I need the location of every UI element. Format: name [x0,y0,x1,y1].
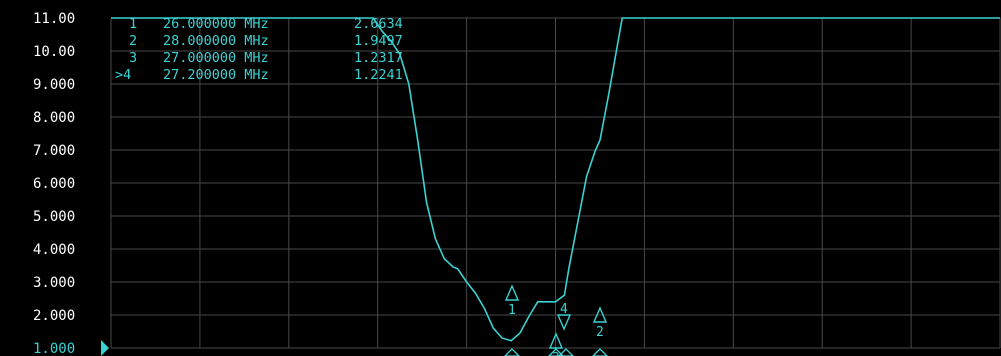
y-tick-label: 10.00 [33,44,75,60]
marker-row-id: 3 [129,50,137,66]
marker-row-frequency: 27.000000 MHz [163,50,269,66]
marker-baseline-icon [558,348,574,356]
trace-area [111,17,1000,342]
marker-row-frequency: 27.200000 MHz [163,67,269,83]
marker-row-value: 1.9497 [354,33,403,49]
marker-baseline-icon [504,348,520,356]
marker-row-3: 3 27.000000 MHz 1.2317 [129,50,403,66]
marker-row-frequency: 26.000000 MHz [163,16,269,32]
grid [110,17,1001,349]
y-tick-label: 7.000 [33,143,75,159]
marker-row-id: 1 [129,16,137,32]
y-tick-label: 8.000 [33,110,75,126]
swr-trace [111,17,1000,342]
y-tick-label: 5.000 [33,209,75,225]
y-tick-label: 9.000 [33,77,75,93]
reference-arrow-icon [101,340,109,356]
y-tick-label: 11.00 [33,11,75,27]
marker-row-value: 2.6634 [354,16,403,32]
y-axis-ticks: 11.00 10.00 9.000 8.000 7.000 6.000 5.000 4.000… [33,11,75,356]
marker-triangle-up-icon [592,306,608,323]
marker-row-value: 1.2241 [354,67,403,83]
marker-row-4: >4 27.200000 MHz 1.2241 [115,67,403,83]
marker-4[interactable]: 4 [556,302,572,331]
marker-readout-table: 1 26.000000 MHz 2.6634 2 28.000000 MHz 1.9497… [115,16,403,83]
marker-3[interactable]: 3 [548,332,564,356]
marker-indicators: 1 2 3 4 [504,284,608,356]
marker-id-label: 1 [508,303,516,318]
marker-id-label: 4 [560,302,568,317]
reference-level [101,340,109,356]
y-tick-label: 6.000 [33,176,75,192]
marker-row-frequency: 28.000000 MHz [163,33,269,49]
y-tick-label: 2.000 [33,308,75,324]
marker-id-label: 3 [552,351,560,356]
y-tick-label: 1.000 [33,341,75,356]
marker-triangle-down-icon [556,314,572,331]
marker-triangle-up-icon [548,332,564,349]
marker-2[interactable]: 2 [592,306,608,340]
marker-row-2: 2 28.000000 MHz 1.9497 [129,33,403,49]
marker-baseline-icon [592,348,608,356]
marker-triangle-up-icon [504,284,520,301]
marker-row-id: >4 [115,67,131,83]
marker-1[interactable]: 1 [504,284,520,318]
marker-baseline-icon [548,348,564,356]
marker-row-value: 1.2317 [354,50,403,66]
marker-id-label: 2 [596,325,604,340]
marker-row-id: 2 [129,33,137,49]
y-tick-label: 4.000 [33,242,75,258]
marker-row-1: 1 26.000000 MHz 2.6634 [129,16,403,32]
y-tick-label: 3.000 [33,275,75,291]
